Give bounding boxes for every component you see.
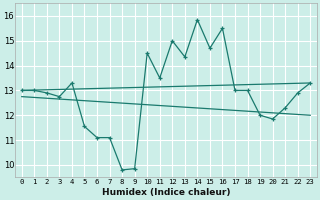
X-axis label: Humidex (Indice chaleur): Humidex (Indice chaleur) bbox=[102, 188, 230, 197]
